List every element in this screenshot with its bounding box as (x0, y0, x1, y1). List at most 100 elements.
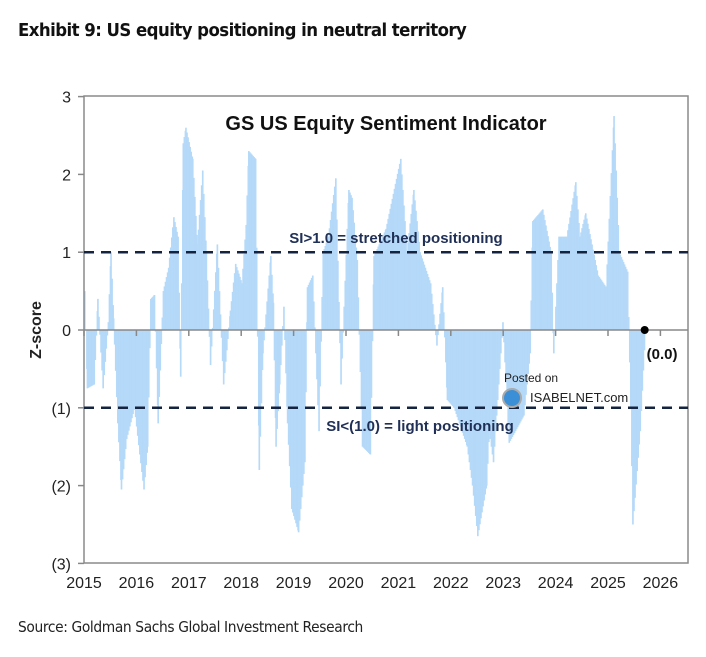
sentiment-bar (600, 280, 603, 330)
sentiment-bar (240, 280, 242, 330)
sentiment-bar (478, 330, 480, 531)
sentiment-bar (628, 330, 631, 363)
sentiment-bar (611, 150, 614, 330)
sentiment-bar (320, 330, 322, 342)
sentiment-bar (380, 239, 383, 330)
sentiment-bar (168, 257, 171, 330)
sentiment-bar (191, 158, 194, 330)
sentiment-bar (484, 330, 486, 495)
sentiment-bar (636, 330, 638, 472)
sentiment-bar (368, 330, 370, 453)
x-tick-label: 2023 (485, 575, 521, 592)
sentiment-bar (268, 275, 271, 330)
last-value-marker (640, 326, 649, 334)
sentiment-bar (222, 330, 225, 385)
x-tick-label: 2025 (590, 575, 626, 592)
sentiment-bar (620, 257, 623, 330)
sentiment-bar (147, 330, 150, 398)
sentiment-bar (97, 298, 99, 330)
y-tick-label: (3) (51, 556, 71, 573)
sentiment-bar (528, 330, 530, 364)
sentiment-bar (112, 305, 114, 330)
sentiment-bar (88, 330, 91, 388)
sentiment-bar (151, 297, 153, 330)
sentiment-bar (250, 153, 252, 330)
sentiment-bar (630, 330, 632, 408)
sentiment-bar (292, 330, 294, 513)
sentiment-bar (189, 146, 191, 330)
sentiment-bar (285, 330, 287, 374)
sentiment-bar (456, 330, 459, 418)
sentiment-bar (202, 193, 205, 330)
sentiment-bar (352, 210, 354, 330)
sentiment-bar (140, 330, 142, 464)
sentiment-bar (366, 330, 369, 452)
sentiment-bar (535, 217, 537, 330)
x-tick-label: 2021 (381, 575, 417, 592)
sentiment-bar (300, 330, 303, 498)
sentiment-bar (490, 330, 493, 447)
sentiment-bar (472, 330, 475, 496)
sentiment-bar (84, 291, 86, 330)
sentiment-bar (134, 330, 137, 418)
sentiment-bar (463, 330, 466, 439)
sentiment-bar (187, 137, 189, 330)
sentiment-bar (577, 209, 579, 330)
sentiment-bar (224, 330, 227, 362)
sentiment-bar (583, 219, 586, 330)
sentiment-bar (519, 330, 522, 422)
sentiment-bar (306, 287, 309, 330)
sentiment-bar (298, 330, 301, 521)
sentiment-bar (215, 272, 217, 330)
sentiment-bar (239, 276, 241, 330)
sentiment-bar (179, 330, 182, 377)
sentiment-bar (198, 214, 201, 330)
isabelnet-watermark: Posted on ISABELNET.com (502, 371, 628, 408)
sentiment-bar (104, 330, 107, 362)
sentiment-bar (309, 280, 312, 330)
sentiment-bar (94, 330, 97, 361)
sentiment-bar (180, 283, 183, 330)
sentiment-bar (466, 330, 469, 447)
sentiment-bar (618, 252, 621, 330)
sentiment-bar (297, 330, 300, 533)
sentiment-bar (480, 330, 482, 519)
sentiment-bar (161, 317, 164, 330)
y-tick-label: (2) (51, 479, 71, 496)
sentiment-bar (301, 330, 304, 486)
sentiment-bar (128, 330, 130, 431)
sentiment-bar (424, 267, 427, 330)
sentiment-bar (331, 203, 334, 330)
y-tick-label: 2 (62, 167, 71, 184)
sentiment-bar (345, 254, 348, 330)
sentiment-bar (304, 330, 306, 463)
sentiment-bar (375, 251, 377, 330)
sentiment-bar (552, 330, 555, 354)
sentiment-bar (153, 294, 156, 330)
sentiment-bar (159, 330, 162, 371)
sentiment-bar (530, 300, 533, 330)
sentiment-bar (369, 330, 372, 455)
sentiment-bar (643, 330, 646, 351)
sentiment-bar (210, 330, 213, 347)
sentiment-bar (195, 215, 197, 330)
sentiment-bar (408, 233, 411, 330)
sentiment-bar (514, 330, 517, 432)
sentiment-bar (262, 330, 264, 354)
sentiment-bar (391, 198, 394, 330)
sentiment-bar (103, 330, 106, 376)
sentiment-bar (517, 330, 520, 426)
sentiment-bar (401, 174, 403, 330)
sentiment-bar (121, 330, 124, 480)
sentiment-bar (404, 221, 406, 330)
sentiment-bar (564, 236, 567, 330)
sentiment-bar (634, 330, 636, 498)
sentiment-bar (536, 216, 538, 330)
sentiment-bar (148, 330, 151, 349)
sentiment-bar (146, 330, 149, 447)
sentiment-bar (125, 330, 128, 439)
sentiment-bar (235, 267, 238, 330)
sentiment-bar (445, 330, 447, 363)
sentiment-bar (460, 330, 463, 430)
sentiment-bar (447, 330, 450, 402)
